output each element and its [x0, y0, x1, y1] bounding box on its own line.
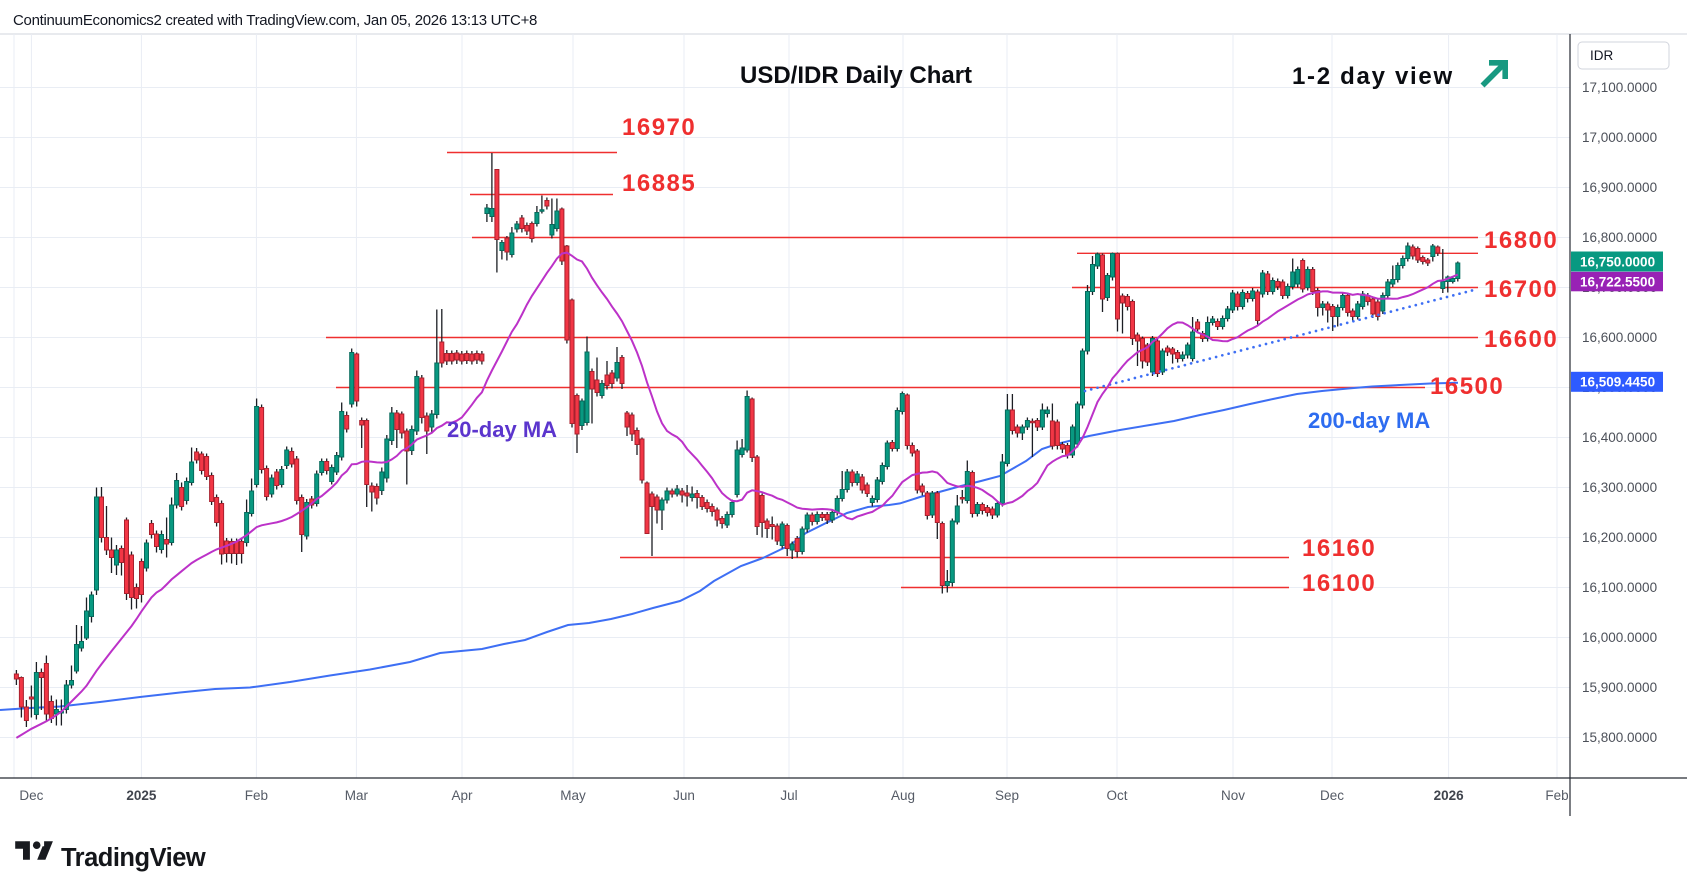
svg-text:16,900.0000: 16,900.0000: [1582, 180, 1657, 195]
svg-text:Feb: Feb: [245, 788, 268, 803]
svg-text:16,100.0000: 16,100.0000: [1582, 580, 1657, 595]
svg-text:Nov: Nov: [1221, 788, 1245, 803]
svg-text:2025: 2025: [126, 788, 157, 803]
svg-text:USD/IDR Daily Chart: USD/IDR Daily Chart: [740, 62, 972, 89]
svg-text:16970: 16970: [622, 114, 696, 141]
svg-text:ContinuumEconomics2 created wi: ContinuumEconomics2 created with Trading…: [13, 12, 537, 29]
svg-text:16,000.0000: 16,000.0000: [1582, 630, 1657, 645]
svg-text:Apr: Apr: [451, 788, 473, 803]
svg-text:Sep: Sep: [995, 788, 1019, 803]
svg-text:2026: 2026: [1434, 788, 1465, 803]
svg-text:Jul: Jul: [780, 788, 797, 803]
svg-text:IDR: IDR: [1590, 48, 1614, 63]
svg-text:16,509.4450: 16,509.4450: [1580, 375, 1655, 390]
svg-text:15,800.0000: 15,800.0000: [1582, 730, 1657, 745]
svg-text:16600: 16600: [1484, 326, 1558, 353]
svg-text:Jun: Jun: [673, 788, 695, 803]
svg-text:1-2 day view: 1-2 day view: [1292, 63, 1454, 90]
svg-text:16,600.0000: 16,600.0000: [1582, 330, 1657, 345]
svg-text:16,800.0000: 16,800.0000: [1582, 230, 1657, 245]
svg-text:16,300.0000: 16,300.0000: [1582, 480, 1657, 495]
svg-text:17,100.0000: 17,100.0000: [1582, 80, 1657, 95]
svg-text:Feb: Feb: [1545, 788, 1568, 803]
svg-text:16100: 16100: [1302, 570, 1376, 597]
svg-text:May: May: [560, 788, 586, 803]
svg-text:16,200.0000: 16,200.0000: [1582, 530, 1657, 545]
svg-text:16700: 16700: [1484, 276, 1558, 303]
svg-text:TradingView: TradingView: [61, 844, 206, 872]
svg-text:Oct: Oct: [1106, 788, 1127, 803]
svg-text:Mar: Mar: [345, 788, 369, 803]
svg-text:16,722.5500: 16,722.5500: [1580, 275, 1655, 290]
svg-text:15,900.0000: 15,900.0000: [1582, 680, 1657, 695]
svg-text:16160: 16160: [1302, 535, 1376, 562]
svg-text:16,400.0000: 16,400.0000: [1582, 430, 1657, 445]
svg-text:Dec: Dec: [19, 788, 43, 803]
svg-text:Dec: Dec: [1320, 788, 1344, 803]
svg-text:16885: 16885: [622, 170, 696, 197]
svg-text:16,750.0000: 16,750.0000: [1580, 254, 1655, 269]
svg-text:17,000.0000: 17,000.0000: [1582, 130, 1657, 145]
svg-text:Aug: Aug: [891, 788, 915, 803]
svg-text:200-day MA: 200-day MA: [1308, 408, 1430, 433]
svg-text:16800: 16800: [1484, 227, 1558, 254]
svg-text:20-day MA: 20-day MA: [447, 417, 557, 442]
svg-text:16500: 16500: [1430, 373, 1504, 400]
